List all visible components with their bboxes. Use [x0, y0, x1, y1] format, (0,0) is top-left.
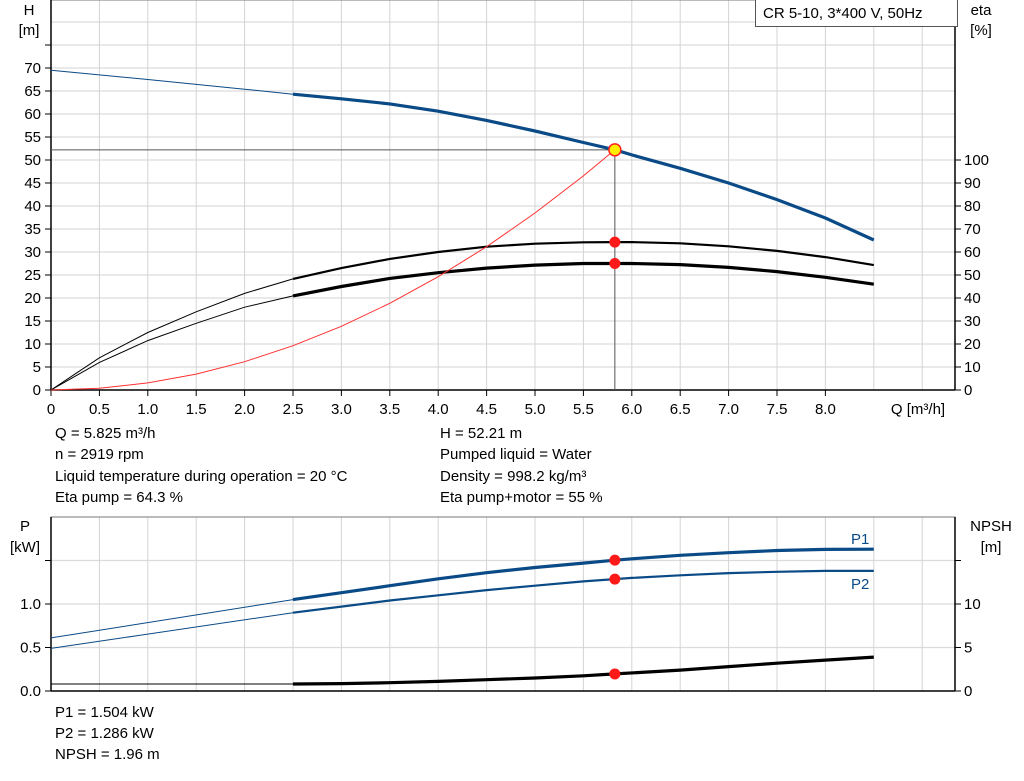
x-axis-label: Q [m³/h]	[891, 401, 945, 418]
x-tick-label: 0	[47, 401, 55, 418]
y-tick-label-left: 25	[24, 267, 41, 284]
series-P2-extrapolated	[50, 612, 294, 649]
y-axis-label-right: eta	[971, 2, 993, 19]
y-axis-label-right-unit: [m]	[981, 539, 1002, 556]
x-tick-label: 4.0	[428, 401, 449, 418]
y-tick-label-left: 1.0	[20, 596, 41, 613]
y-tick-label-left: 30	[24, 244, 41, 261]
info-p2: P2 = 1.286 kW	[55, 725, 154, 742]
y-axis-label-left: P	[20, 518, 30, 535]
series-label-p1: P1	[851, 531, 869, 548]
y-tick-label-right: 0	[964, 382, 972, 399]
y-axis-label-left-unit: [kW]	[10, 539, 40, 556]
series-P2	[292, 569, 874, 614]
series-H	[292, 92, 875, 242]
y-tick-label-left: 20	[24, 290, 41, 307]
x-tick-label: 1.5	[186, 401, 207, 418]
info-speed: n = 2919 rpm	[55, 446, 144, 463]
y-tick-label-left: 0.5	[20, 640, 41, 657]
info-p1: P1 = 1.504 kW	[55, 704, 154, 721]
y-tick-label-right: 80	[964, 198, 981, 215]
info-q: Q = 5.825 m³/h	[55, 425, 156, 442]
y-tick-label-left: 50	[24, 152, 41, 169]
y-tick-label-right: 10	[964, 596, 981, 613]
series-H-extrapolated	[50, 69, 294, 95]
y-tick-label-right: 90	[964, 175, 981, 192]
x-tick-label: 4.5	[476, 401, 497, 418]
y-tick-label-left: 5	[33, 359, 41, 376]
info-temperature: Liquid temperature during operation = 20…	[55, 468, 348, 485]
y-tick-label-right: 100	[964, 152, 989, 169]
series-eta_pump_motor-extrapolated	[50, 295, 294, 391]
y-tick-label-left: 55	[24, 129, 41, 146]
series-eta_pump_motor	[292, 261, 875, 298]
operating-point-npsh	[609, 668, 621, 680]
series-eta_pump-extrapolated	[50, 278, 294, 391]
x-tick-label: 6.5	[670, 401, 691, 418]
x-tick-label: 1.0	[137, 401, 158, 418]
x-tick-label: 5.0	[525, 401, 546, 418]
y-tick-label-left: 0.0	[20, 683, 41, 700]
x-tick-label: 5.5	[573, 401, 594, 418]
x-tick-label: 8.0	[815, 401, 836, 418]
y-axis-label-right-unit: [%]	[970, 22, 992, 39]
series-P1-extrapolated	[50, 599, 294, 639]
x-tick-label: 6.0	[621, 401, 642, 418]
info-eta-pump-motor: Eta pump+motor = 55 %	[440, 489, 603, 506]
x-tick-label: 2.0	[234, 401, 255, 418]
operating-point-eta-pump	[609, 236, 621, 248]
operating-point-p1	[609, 554, 621, 566]
operating-point-p2	[609, 573, 621, 585]
info-npsh: NPSH = 1.96 m	[55, 746, 160, 763]
info-liquid: Pumped liquid = Water	[440, 446, 592, 463]
y-tick-label-left: 10	[24, 336, 41, 353]
y-axis-label-left-unit: [m]	[19, 22, 40, 39]
series-label-p2: P2	[851, 576, 869, 593]
y-tick-label-right: 60	[964, 244, 981, 261]
y-tick-label-left: 65	[24, 83, 41, 100]
y-tick-label-left: 0	[33, 382, 41, 399]
y-tick-label-left: 70	[24, 60, 41, 77]
operating-point-head	[608, 143, 622, 157]
info-density: Density = 998.2 kg/m³	[440, 468, 587, 485]
series-system_curve-extrapolated	[50, 149, 616, 391]
y-axis-label-right: NPSH	[970, 518, 1012, 535]
series-P1	[292, 547, 874, 602]
series-eta_pump	[292, 241, 874, 280]
info-h: H = 52.21 m	[440, 425, 523, 442]
y-tick-label-right: 10	[964, 359, 981, 376]
y-tick-label-left: 45	[24, 175, 41, 192]
chart-title: CR 5-10, 3*400 V, 50Hz	[755, 0, 958, 27]
info-eta-pump: Eta pump = 64.3 %	[55, 489, 183, 506]
y-tick-label-left: 40	[24, 198, 41, 215]
y-tick-label-left: 35	[24, 221, 41, 238]
y-tick-label-right: 0	[964, 683, 972, 700]
y-tick-label-right: 20	[964, 336, 981, 353]
y-tick-label-right: 30	[964, 313, 981, 330]
operating-point-eta-pump-motor	[609, 258, 621, 269]
y-tick-label-right: 70	[964, 221, 981, 238]
plot-frame	[50, 0, 956, 391]
series-NPSH	[292, 655, 874, 686]
x-tick-label: 0.5	[89, 401, 110, 418]
y-tick-label-left: 60	[24, 106, 41, 123]
x-tick-label: 2.5	[283, 401, 304, 418]
x-tick-label: 3.5	[379, 401, 400, 418]
x-tick-label: 7.5	[767, 401, 788, 418]
x-tick-label: 3.0	[331, 401, 352, 418]
y-axis-label-left: H	[24, 2, 35, 19]
y-tick-label-right: 40	[964, 290, 981, 307]
x-tick-label: 7.0	[718, 401, 739, 418]
y-tick-label-right: 5	[964, 640, 972, 657]
y-tick-label-right: 50	[964, 267, 981, 284]
y-tick-label-left: 15	[24, 313, 41, 330]
